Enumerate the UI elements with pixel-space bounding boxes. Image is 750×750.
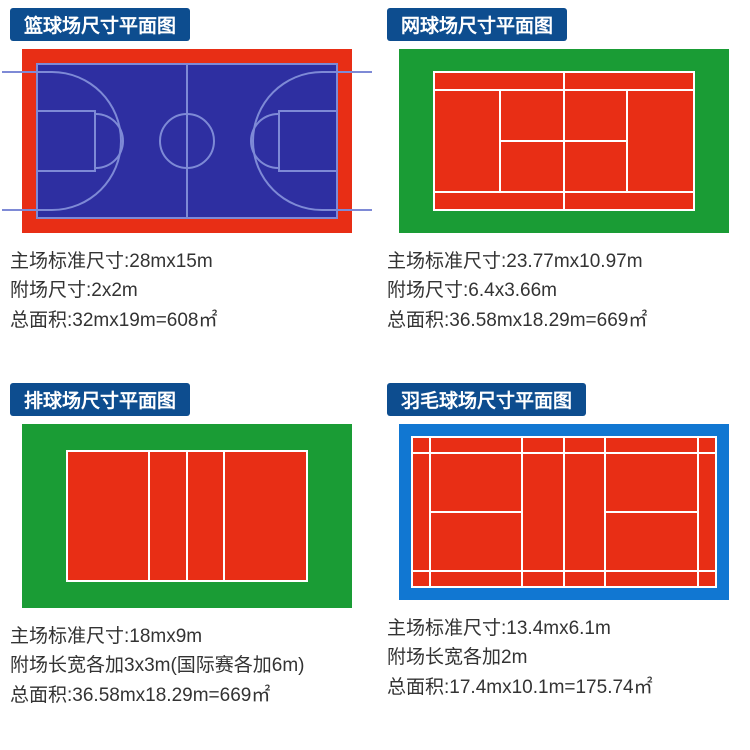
text-line: 总面积:32mx19m=608㎡ <box>10 306 363 335</box>
badminton-title: 羽毛球场尺寸平面图 <box>387 383 586 416</box>
tennis-court-diagram <box>387 49 740 233</box>
text-line: 主场标准尺寸:28mx15m <box>10 247 363 276</box>
badminton-court-diagram <box>387 424 740 600</box>
text-line: 主场标准尺寸:13.4mx6.1m <box>387 614 740 643</box>
volleyball-title: 排球场尺寸平面图 <box>10 383 190 416</box>
basketball-info: 主场标准尺寸:28mx15m 附场尺寸:2x2m 总面积:32mx19m=608… <box>10 247 363 335</box>
text-line: 附场长宽各加3x3m(国际赛各加6m) <box>10 651 363 680</box>
volleyball-panel: 排球场尺寸平面图 主场标准尺寸:18mx9m 附场长宽各加3x3m(国际赛各加6… <box>10 383 363 742</box>
tennis-info: 主场标准尺寸:23.77mx10.97m 附场尺寸:6.4x3.66m 总面积:… <box>387 247 740 335</box>
text-line: 附场长宽各加2m <box>387 643 740 672</box>
text-line: 主场标准尺寸:23.77mx10.97m <box>387 247 740 276</box>
text-line: 附场尺寸:2x2m <box>10 276 363 305</box>
text-line: 总面积:36.58mx18.29m=669㎡ <box>387 306 740 335</box>
text-line: 总面积:17.4mx10.1m=175.74㎡ <box>387 673 740 702</box>
text-line: 附场尺寸:6.4x3.66m <box>387 276 740 305</box>
tennis-title: 网球场尺寸平面图 <box>387 8 567 41</box>
basketball-court-diagram <box>10 49 363 233</box>
volleyball-court-diagram <box>10 424 363 608</box>
text-line: 总面积:36.58mx18.29m=669㎡ <box>10 681 363 710</box>
tennis-panel: 网球场尺寸平面图 主场标准尺寸:23.77mx10.97m 附场尺寸:6.4x3… <box>387 8 740 367</box>
volleyball-info: 主场标准尺寸:18mx9m 附场长宽各加3x3m(国际赛各加6m) 总面积:36… <box>10 622 363 710</box>
text-line: 主场标准尺寸:18mx9m <box>10 622 363 651</box>
basketball-panel: 篮球场尺寸平面图 主场标准尺寸:28mx15m 附场尺寸:2x2m 总面积:32… <box>10 8 363 367</box>
courts-grid: 篮球场尺寸平面图 主场标准尺寸:28mx15m 附场尺寸:2x2m 总面积:32… <box>10 8 740 742</box>
badminton-info: 主场标准尺寸:13.4mx6.1m 附场长宽各加2m 总面积:17.4mx10.… <box>387 614 740 702</box>
badminton-panel: 羽毛球场尺寸平面图 主场标准尺寸:13.4mx6.1m 附场长宽各加2m <box>387 383 740 742</box>
basketball-title: 篮球场尺寸平面图 <box>10 8 190 41</box>
